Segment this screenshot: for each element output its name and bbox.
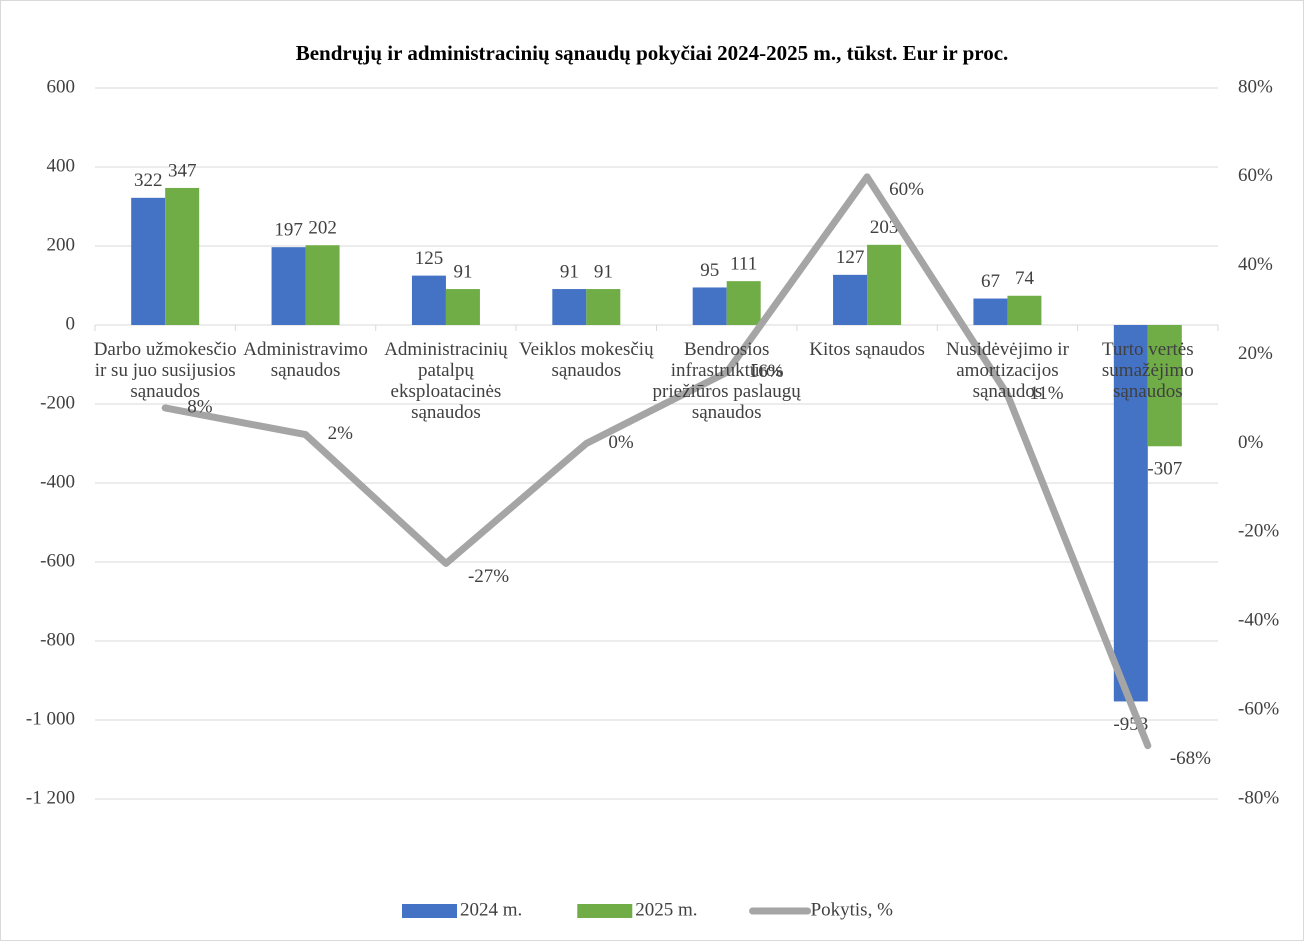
bar [552, 289, 587, 325]
y-tick-label: -1 000 [26, 708, 75, 729]
y-tick-label: 600 [47, 76, 76, 97]
legend-swatch [402, 904, 457, 918]
bar [131, 197, 166, 325]
bar [411, 275, 446, 325]
data-label: 127 [836, 247, 865, 268]
bar [165, 187, 200, 325]
y-tick-label: 200 [47, 234, 76, 255]
y2-tick-label: 60% [1238, 165, 1273, 186]
x-tick-label: Administracinių patalpų eksploatacinės s… [384, 339, 508, 423]
x-tick-label: Turto vertės sumažėjimo sąnaudos [1101, 339, 1194, 402]
y-tick-label: 0 [66, 313, 76, 334]
y-tick-label: -400 [40, 471, 75, 492]
line-data-label: 60% [889, 179, 924, 200]
line-data-label: 8% [187, 396, 213, 417]
line-data-label: 16% [749, 361, 784, 382]
data-label: 125 [415, 248, 444, 269]
y-tick-label: -1 200 [26, 787, 75, 808]
bar [1113, 325, 1148, 702]
bar [726, 281, 761, 325]
data-label: 95 [700, 260, 719, 281]
y-tick-label: -600 [40, 550, 75, 571]
chart-title: Bendrųjų ir administracinių sąnaudų poky… [296, 41, 1009, 65]
data-label: 347 [168, 160, 197, 181]
x-tick-label: Veiklos mokesčių sąnaudos [519, 339, 654, 381]
legend-label: Pokytis, % [811, 899, 894, 920]
x-tick-label: Nusidėvėjimo ir amortizacijos sąnaudos [945, 339, 1069, 402]
y-tick-label: -200 [40, 392, 75, 413]
data-label: 67 [981, 271, 1000, 292]
line-data-label: 0% [608, 432, 634, 453]
line-data-label: -27% [468, 566, 509, 587]
bar [445, 289, 480, 325]
data-label: 111 [730, 254, 757, 275]
bar [1007, 295, 1042, 325]
data-label: 202 [308, 218, 337, 239]
x-tick-label: Bendrosios infrastruktūros priežiūros pa… [652, 339, 801, 423]
y2-tick-label: -60% [1238, 698, 1279, 719]
y2-tick-label: 40% [1238, 254, 1273, 275]
bar [586, 289, 621, 325]
bar [692, 287, 727, 325]
x-tick-label: Kitos sąnaudos [809, 339, 925, 360]
line [161, 173, 1152, 750]
data-label: 74 [1015, 268, 1035, 289]
y-tick-label: 400 [47, 155, 76, 176]
y-tick-label: -800 [40, 629, 75, 650]
data-label: 91 [560, 261, 579, 282]
data-label: 91 [453, 261, 472, 282]
y2-tick-label: 80% [1238, 76, 1273, 97]
line-data-label: 2% [328, 423, 354, 444]
y2-tick-label: -80% [1238, 787, 1279, 808]
bar [305, 245, 340, 325]
legend-label: 2024 m. [460, 899, 522, 920]
bar [973, 298, 1008, 325]
data-label: -307 [1147, 459, 1182, 480]
y2-tick-label: 0% [1238, 432, 1264, 453]
bar [833, 274, 868, 325]
data-label: 91 [594, 261, 613, 282]
legend-swatch [577, 904, 633, 918]
data-label: 197 [274, 220, 303, 241]
line-data-label: -68% [1170, 748, 1211, 769]
bar [271, 247, 306, 325]
y2-tick-label: -20% [1238, 521, 1279, 542]
bar [1147, 325, 1182, 447]
y2-tick-label: -40% [1238, 610, 1279, 631]
line-data-label: 11% [1029, 383, 1063, 404]
legend-label: 2025 m. [635, 899, 697, 920]
y2-tick-label: 20% [1238, 343, 1273, 364]
x-tick-label: Darbo užmokesčio ir su juo susijusios są… [93, 339, 237, 402]
data-label: 203 [870, 217, 899, 238]
bar [867, 244, 902, 325]
x-tick-label: Administravimo sąnaudos [243, 339, 368, 381]
data-label: 322 [134, 170, 163, 191]
